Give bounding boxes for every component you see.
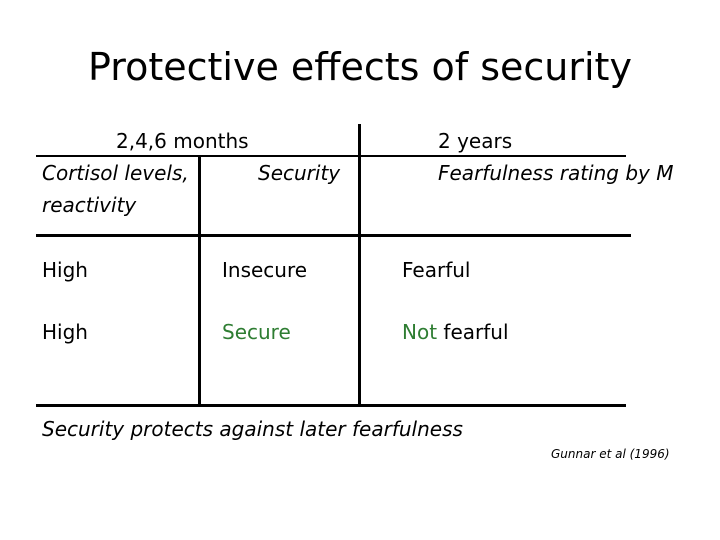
slide-title: Protective effects of security [88,45,632,89]
source-citation: Gunnar et al (1996) [551,447,670,461]
row2-security: Secure [222,320,291,344]
row2-fearfulness: Not fearful [402,319,509,345]
row2-fear-rest: fearful [437,320,509,344]
header-cortisol: Cortisol levels, [42,161,189,185]
header-years: 2 years [438,129,513,153]
header-reactivity: reactivity [42,193,137,217]
header-divider-bottom [36,234,631,237]
header-security: Security [258,161,341,185]
table-bottom-line [36,404,626,407]
column-divider-1 [198,157,201,405]
conclusion-text: Security protects against later fearfuln… [42,417,463,441]
row1-security: Insecure [222,258,308,282]
row1-fear-rest: Fearful [402,258,471,282]
column-divider-2 [358,124,361,406]
row1-fearfulness: Fearful [402,257,470,283]
row2-cortisol: High [42,320,88,344]
header-fearfulness: Fearfulness rating by M [438,161,674,185]
header-divider-top [36,155,626,157]
row1-cortisol: High [42,258,88,282]
header-months: 2,4,6 months [116,129,249,153]
row2-fear-prefix: Not [402,320,438,344]
